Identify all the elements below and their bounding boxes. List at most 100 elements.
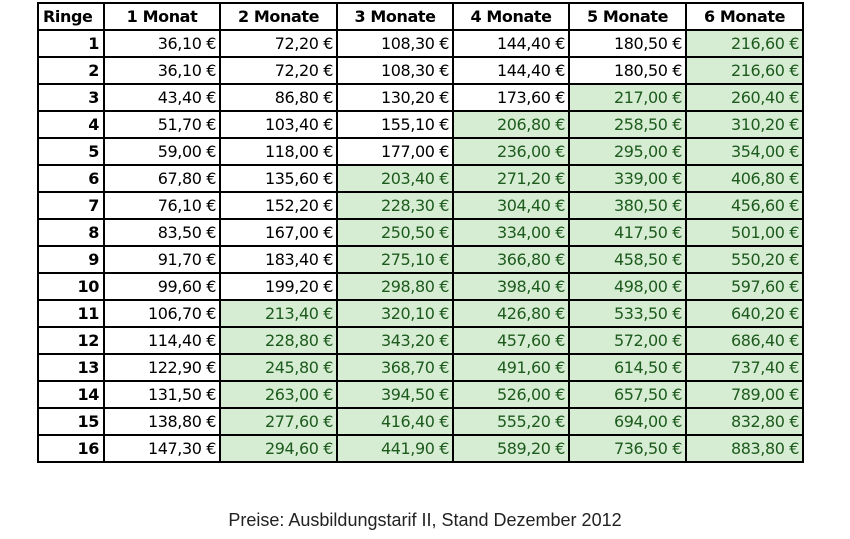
- price-cell: 456,60 €: [685, 191, 804, 220]
- price-cell: 216,60 €: [685, 56, 804, 85]
- price-cell: 640,20 €: [685, 299, 804, 328]
- ring-number: 9: [37, 245, 105, 274]
- price-cell: 130,20 €: [336, 83, 454, 112]
- header-ringe: Ringe: [37, 2, 105, 31]
- price-cell: 380,50 €: [568, 191, 687, 220]
- price-cell: 589,20 €: [452, 434, 570, 463]
- price-cell: 295,00 €: [568, 137, 687, 166]
- ring-number: 8: [37, 218, 105, 247]
- price-cell: 406,80 €: [685, 164, 804, 193]
- price-cell: 416,40 €: [336, 407, 454, 436]
- price-cell: 103,40 €: [219, 110, 338, 139]
- price-cell: 426,80 €: [452, 299, 570, 328]
- price-cell: 76,10 €: [103, 191, 221, 220]
- price-cell: 180,50 €: [568, 29, 687, 58]
- ring-number: 5: [37, 137, 105, 166]
- table-row: 12 114,40 €228,80 €343,20 €457,60 €572,00…: [37, 326, 804, 355]
- price-cell: 458,50 €: [568, 245, 687, 274]
- price-cell: 36,10 €: [103, 29, 221, 58]
- price-cell: 320,10 €: [336, 299, 454, 328]
- price-cell: 277,60 €: [219, 407, 338, 436]
- table-row: 2 36,10 €72,20 €108,30 €144,40 €180,50 €2…: [37, 56, 804, 85]
- header-4-monate: 4 Monate: [452, 2, 570, 31]
- header-6-monate: 6 Monate: [685, 2, 804, 31]
- price-cell: 526,00 €: [452, 380, 570, 409]
- header-3-monate: 3 Monate: [336, 2, 454, 31]
- table-row: 14 131,50 €263,00 €394,50 €526,00 €657,50…: [37, 380, 804, 409]
- price-cell: 122,90 €: [103, 353, 221, 382]
- table-row: 1 36,10 €72,20 €108,30 €144,40 €180,50 €2…: [37, 29, 804, 58]
- table-row: 9 91,70 €183,40 €275,10 €366,80 €458,50 €…: [37, 245, 804, 274]
- price-cell: 275,10 €: [336, 245, 454, 274]
- price-cell: 457,60 €: [452, 326, 570, 355]
- ring-number: 7: [37, 191, 105, 220]
- price-cell: 441,90 €: [336, 434, 454, 463]
- price-cell: 737,40 €: [685, 353, 804, 382]
- price-cell: 152,20 €: [219, 191, 338, 220]
- table-row: 10 99,60 €199,20 €298,80 €398,40 €498,00 …: [37, 272, 804, 301]
- price-cell: 789,00 €: [685, 380, 804, 409]
- price-cell: 555,20 €: [452, 407, 570, 436]
- price-cell: 491,60 €: [452, 353, 570, 382]
- ring-number: 1: [37, 29, 105, 58]
- price-cell: 298,80 €: [336, 272, 454, 301]
- price-cell: 339,00 €: [568, 164, 687, 193]
- table-row: 5 59,00 €118,00 €177,00 €236,00 €295,00 €…: [37, 137, 804, 166]
- price-cell: 216,60 €: [685, 29, 804, 58]
- table-caption: Preise: Ausbildungstarif II, Stand Dezem…: [228, 510, 622, 530]
- price-cell: 228,30 €: [336, 191, 454, 220]
- table-row: 13 122,90 €245,80 €368,70 €491,60 €614,50…: [37, 353, 804, 382]
- ring-number: 13: [37, 353, 105, 382]
- price-cell: 108,30 €: [336, 56, 454, 85]
- header-2-monate: 2 Monate: [219, 2, 338, 31]
- price-cell: 213,40 €: [219, 299, 338, 328]
- price-cell: 43,40 €: [103, 83, 221, 112]
- price-cell: 832,80 €: [685, 407, 804, 436]
- price-cell: 550,20 €: [685, 245, 804, 274]
- price-cell: 310,20 €: [685, 110, 804, 139]
- price-cell: 144,40 €: [452, 29, 570, 58]
- price-cell: 36,10 €: [103, 56, 221, 85]
- price-cell: 59,00 €: [103, 137, 221, 166]
- table-row: 7 76,10 €152,20 €228,30 €304,40 €380,50 €…: [37, 191, 804, 220]
- price-cell: 597,60 €: [685, 272, 804, 301]
- price-cell: 657,50 €: [568, 380, 687, 409]
- price-cell: 114,40 €: [103, 326, 221, 355]
- price-cell: 147,30 €: [103, 434, 221, 463]
- price-cell: 398,40 €: [452, 272, 570, 301]
- price-cell: 118,00 €: [219, 137, 338, 166]
- price-cell: 144,40 €: [452, 56, 570, 85]
- price-cell: 228,80 €: [219, 326, 338, 355]
- price-cell: 183,40 €: [219, 245, 338, 274]
- price-cell: 199,20 €: [219, 272, 338, 301]
- price-cell: 236,00 €: [452, 137, 570, 166]
- price-cell: 334,00 €: [452, 218, 570, 247]
- price-cell: 83,50 €: [103, 218, 221, 247]
- price-cell: 368,70 €: [336, 353, 454, 382]
- price-cell: 173,60 €: [452, 83, 570, 112]
- ring-number: 15: [37, 407, 105, 436]
- table-row: 15 138,80 €277,60 €416,40 €555,20 €694,00…: [37, 407, 804, 436]
- price-cell: 354,00 €: [685, 137, 804, 166]
- ring-number: 10: [37, 272, 105, 301]
- price-cell: 167,00 €: [219, 218, 338, 247]
- ring-number: 6: [37, 164, 105, 193]
- table-body: 1 36,10 €72,20 €108,30 €144,40 €180,50 €2…: [37, 29, 804, 463]
- price-cell: 694,00 €: [568, 407, 687, 436]
- price-cell: 366,80 €: [452, 245, 570, 274]
- ring-number: 14: [37, 380, 105, 409]
- table-row: 11 106,70 €213,40 €320,10 €426,80 €533,50…: [37, 299, 804, 328]
- price-cell: 177,00 €: [336, 137, 454, 166]
- price-cell: 206,80 €: [452, 110, 570, 139]
- header-5-monate: 5 Monate: [568, 2, 687, 31]
- ring-number: 12: [37, 326, 105, 355]
- price-cell: 304,40 €: [452, 191, 570, 220]
- table-row: 3 43,40 €86,80 €130,20 €173,60 €217,00 €2…: [37, 83, 804, 112]
- ring-number: 11: [37, 299, 105, 328]
- price-table: Ringe 1 Monat 2 Monate 3 Monate 4 Monate…: [37, 2, 804, 463]
- table-header: Ringe 1 Monat 2 Monate 3 Monate 4 Monate…: [37, 2, 804, 31]
- header-1-monat: 1 Monat: [103, 2, 221, 31]
- price-cell: 572,00 €: [568, 326, 687, 355]
- price-cell: 217,00 €: [568, 83, 687, 112]
- price-cell: 99,60 €: [103, 272, 221, 301]
